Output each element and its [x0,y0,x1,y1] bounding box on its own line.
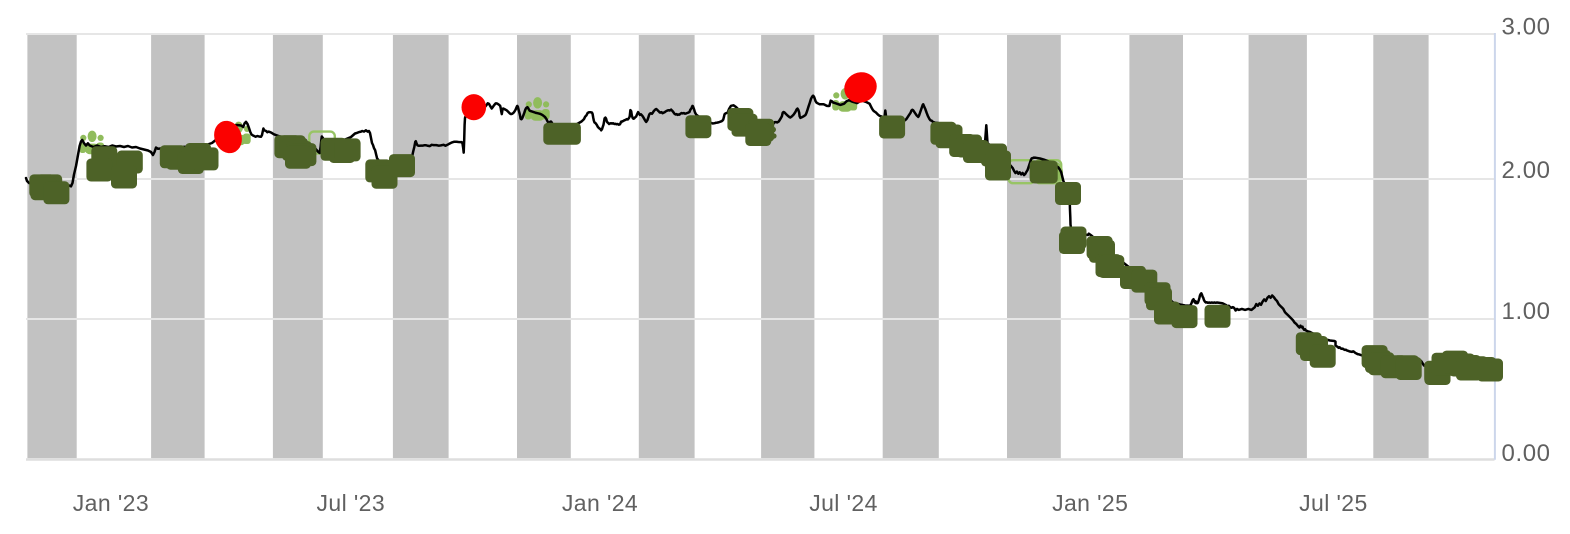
svg-text:2.00: 2.00 [1502,157,1551,184]
svg-text:Jan '25: Jan '25 [1052,490,1128,516]
svg-text:Jan '24: Jan '24 [562,490,638,516]
svg-text:Jul '24: Jul '24 [809,490,878,516]
svg-text:1.00: 1.00 [1502,298,1551,325]
svg-text:0.00: 0.00 [1502,440,1551,467]
svg-text:3.00: 3.00 [1502,14,1551,41]
svg-text:Jul '23: Jul '23 [317,490,386,516]
svg-text:Jan '23: Jan '23 [73,490,149,516]
svg-text:Jul '25: Jul '25 [1299,490,1368,516]
